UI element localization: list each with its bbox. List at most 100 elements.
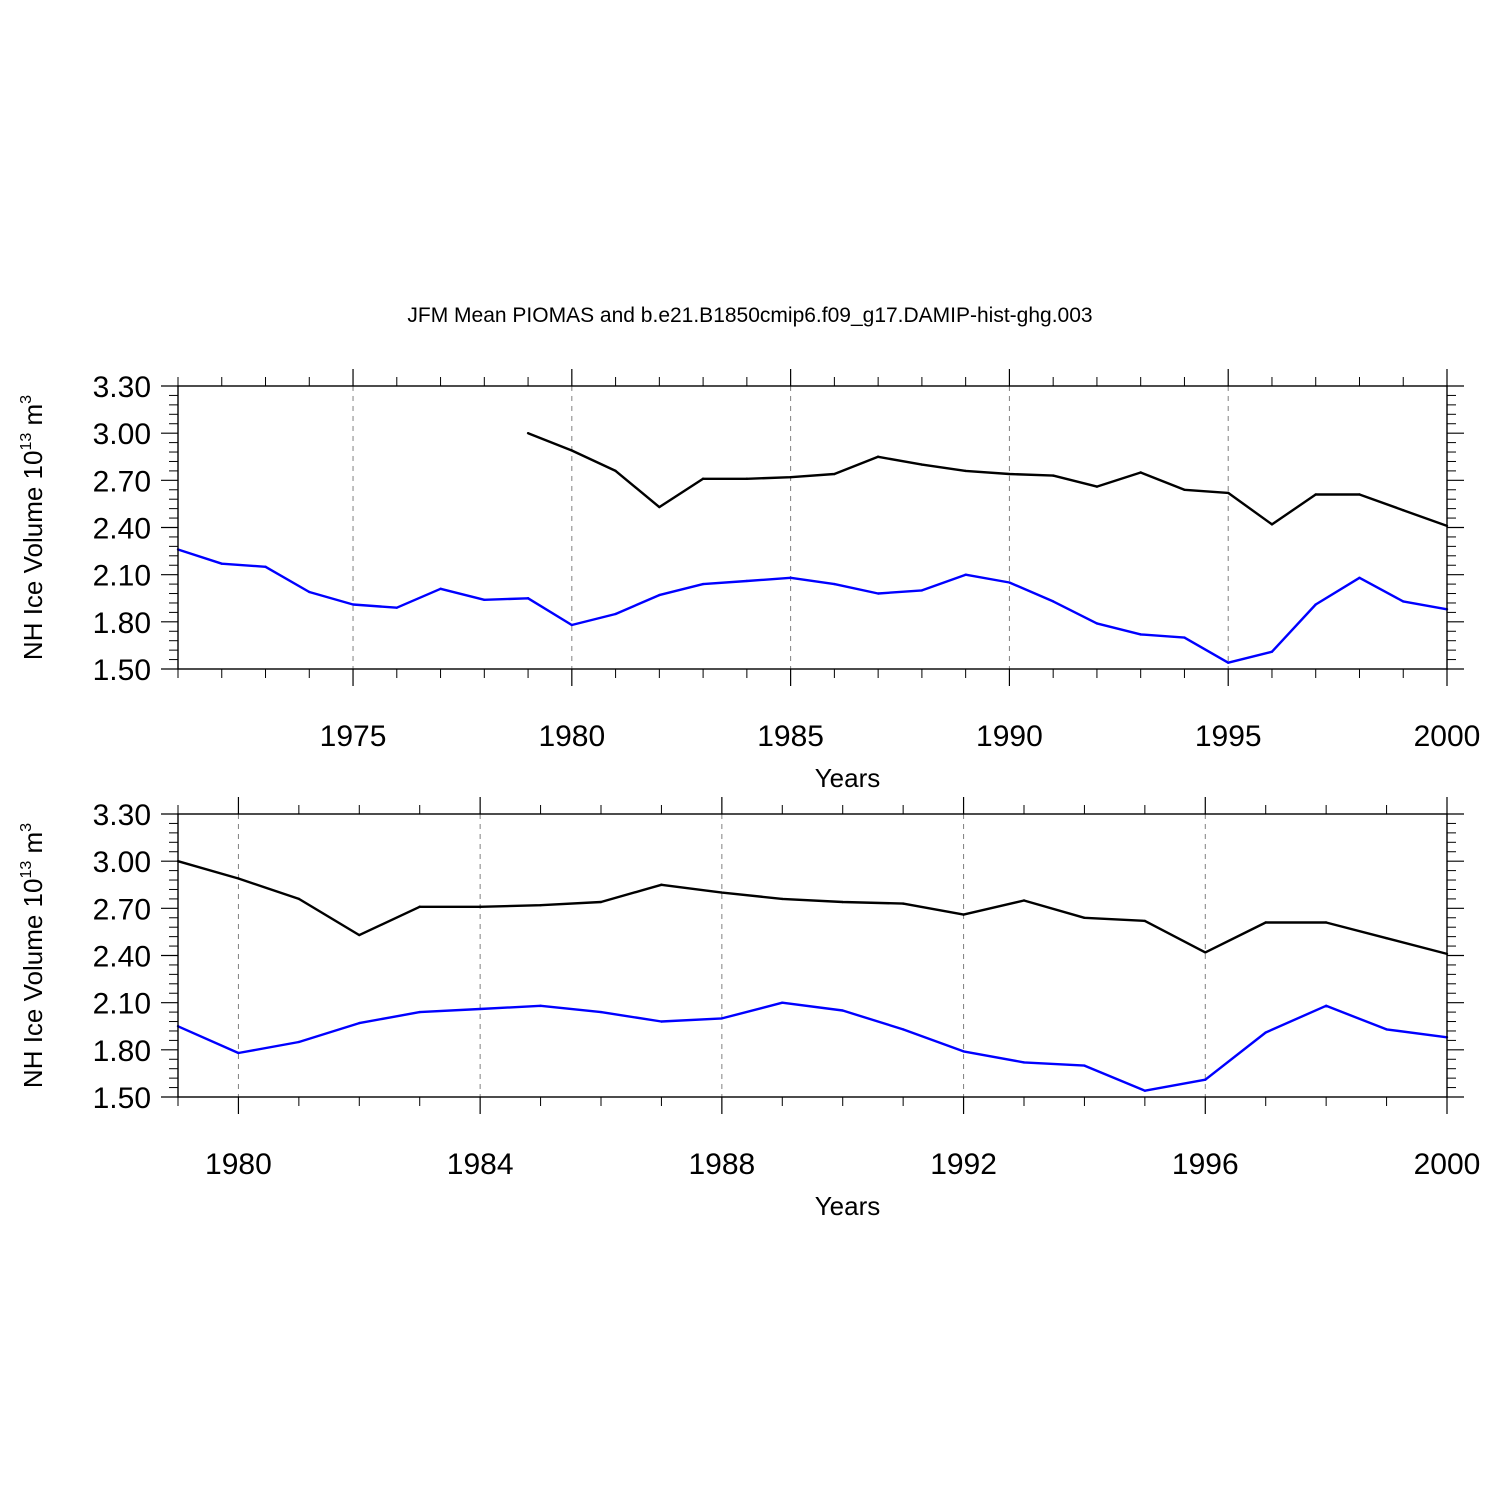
piomas-data-point	[720, 891, 724, 894]
model-data-point	[745, 579, 749, 583]
model-data-point	[1204, 1078, 1207, 1081]
model-data-point	[418, 1010, 421, 1014]
model-data-point	[876, 592, 880, 595]
plot-frame	[177, 813, 1448, 1098]
piomas-data-point	[1204, 951, 1207, 954]
y-tick-label: 3.30	[93, 371, 151, 404]
x-tick-label: 2000	[1414, 720, 1481, 753]
model-data-point	[1051, 600, 1055, 603]
piomas-data-point	[297, 897, 301, 901]
piomas-data-point	[614, 469, 617, 473]
piomas-data-point	[1227, 491, 1230, 495]
model-data-point	[1270, 650, 1274, 653]
piomas-data-point	[526, 431, 530, 435]
model-data-point	[660, 1020, 663, 1023]
x-tick-label: 1996	[1172, 1148, 1239, 1181]
model-data-point	[781, 1001, 784, 1004]
model-data-point	[1183, 636, 1186, 639]
piomas-data-point	[1008, 472, 1011, 476]
piomas-data-point	[1022, 899, 1026, 902]
piomas-data-point	[964, 469, 967, 473]
piomas-data-point	[1139, 471, 1142, 474]
piomas-data-point	[781, 897, 784, 901]
piomas-data-point	[1402, 509, 1405, 512]
x-tick-label: 1980	[205, 1148, 272, 1181]
model-data-point	[789, 576, 792, 580]
piomas-data-point	[358, 933, 361, 937]
model-data-point	[901, 1028, 905, 1031]
piomas-data-point	[841, 900, 844, 904]
model-data-point	[1385, 1028, 1388, 1031]
piomas-data-point	[701, 477, 705, 480]
piomas-data-point	[1324, 921, 1328, 924]
chart-title: JFM Mean PIOMAS and b.e21.B1850cmip6.f09…	[407, 304, 1092, 327]
y-tick-label: 2.40	[93, 941, 151, 974]
model-data-point	[439, 587, 442, 591]
model-data-point	[570, 623, 574, 627]
model-data-point	[1022, 1061, 1026, 1064]
piomas-data-point	[660, 883, 663, 886]
x-tick-label: 1995	[1195, 720, 1262, 753]
y-tick-label: 3.00	[93, 846, 151, 879]
x-tick-label: 1980	[538, 720, 605, 753]
piomas-data-point	[1358, 493, 1361, 496]
y-tick-label: 3.00	[93, 418, 151, 451]
model-data-point	[358, 1021, 361, 1025]
y-tick-label: 2.70	[93, 893, 151, 926]
y-tick-label: 3.30	[93, 799, 151, 832]
x-tick-label: 1988	[688, 1148, 755, 1181]
model-data-point	[483, 598, 486, 602]
x-tick-label: 1975	[320, 720, 387, 753]
model-data-point	[920, 589, 924, 592]
x-tick-label: 1992	[930, 1148, 997, 1181]
piomas-data-point	[478, 905, 482, 908]
model-data-point	[833, 582, 836, 586]
y-axis-title: NH Ice Volume 1013 m3	[18, 395, 48, 660]
model-data-point	[599, 1010, 603, 1014]
model-data-point	[478, 1007, 482, 1011]
y-tick-label: 2.70	[93, 465, 151, 498]
piomas-data-point	[789, 475, 792, 479]
piomas-data-point	[1083, 916, 1086, 919]
piomas-data-point	[599, 900, 603, 904]
piomas-series-line	[177, 860, 1448, 956]
piomas-data-point	[237, 877, 240, 880]
piomas-data-point	[1314, 493, 1317, 496]
model-data-point	[964, 573, 967, 576]
y-axis-title: NH Ice Volume 1013 m3	[18, 823, 48, 1088]
model-data-point	[614, 612, 617, 616]
model-data-point	[1083, 1064, 1086, 1067]
piomas-data-point	[570, 449, 574, 452]
model-data-point	[1314, 603, 1317, 606]
top-panel: 1975 1980 1985 1990 1995 2000 1.50 1.80 2.10 2.40…	[18, 369, 1480, 793]
piomas-data-point	[745, 477, 749, 480]
y-tick-label: 1.50	[93, 654, 151, 687]
x-tick-label: 1985	[757, 720, 824, 753]
piomas-data-point	[418, 905, 421, 908]
piomas-data-point	[658, 505, 661, 509]
piomas-data-point	[901, 902, 905, 905]
model-data-point	[237, 1051, 240, 1055]
model-data-point	[297, 1040, 301, 1044]
y-tick-label: 1.50	[93, 1082, 151, 1115]
piomas-data-point	[1051, 474, 1055, 477]
piomas-data-point	[876, 455, 880, 458]
piomas-data-point	[1385, 937, 1388, 940]
x-axis-title: Years	[815, 763, 881, 793]
piomas-data-point	[833, 472, 836, 476]
y-tick-label: 2.10	[93, 988, 151, 1021]
y-tick-label: 2.10	[93, 560, 151, 593]
model-data-point	[526, 597, 530, 600]
y-tick-label: 2.40	[93, 513, 151, 546]
x-tick-label: 2000	[1414, 1148, 1481, 1181]
model-data-point	[1358, 576, 1361, 580]
model-data-point	[308, 590, 311, 594]
model-data-point	[1139, 633, 1142, 636]
piomas-data-point	[1183, 488, 1186, 491]
piomas-data-point	[539, 903, 542, 907]
model-data-point	[1227, 661, 1230, 664]
piomas-series-line	[527, 432, 1448, 528]
x-axis-title: Years	[815, 1191, 881, 1221]
model-data-point	[720, 1017, 724, 1020]
